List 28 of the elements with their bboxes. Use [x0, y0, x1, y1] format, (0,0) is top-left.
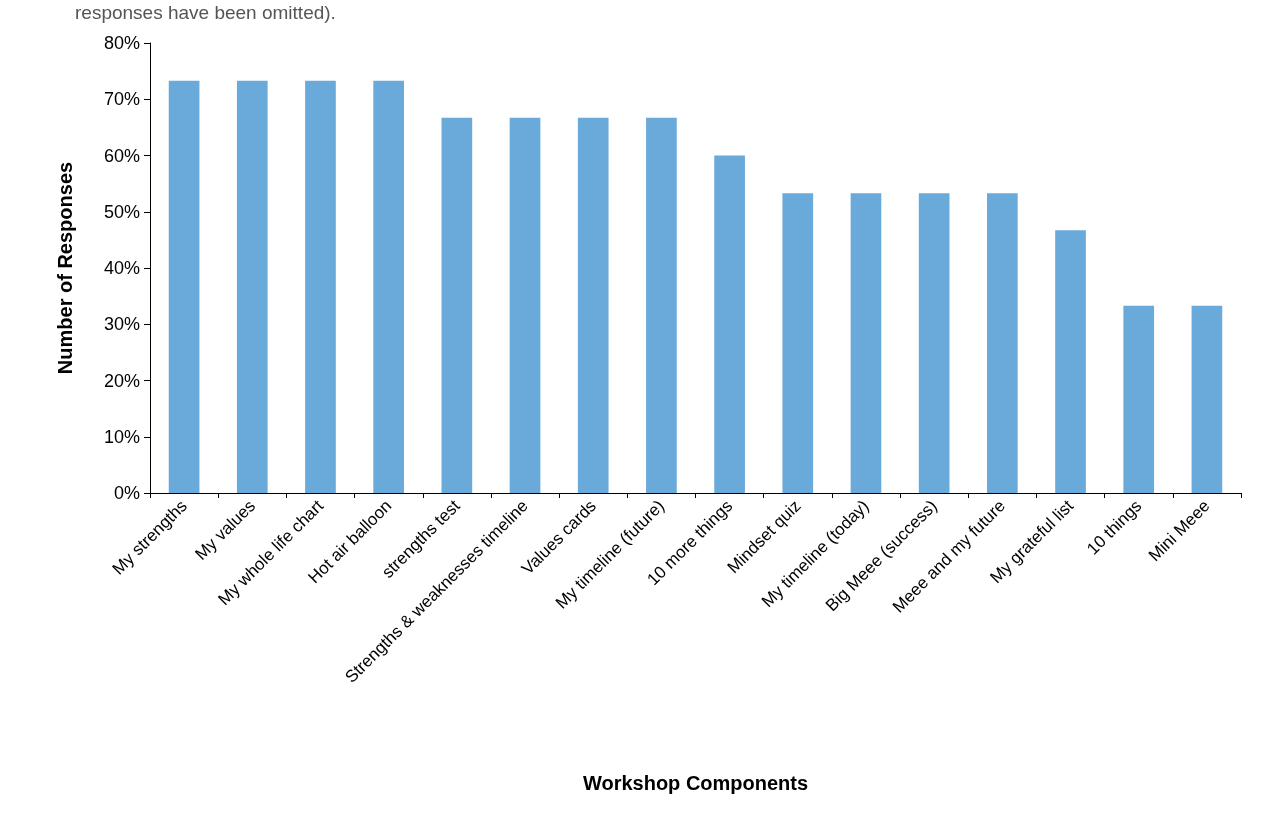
y-tick-label: 20% — [103, 370, 140, 391]
y-tick-label: 60% — [103, 145, 140, 166]
y-tick-label: 40% — [103, 258, 140, 278]
bar — [1191, 305, 1223, 493]
bar — [987, 193, 1018, 493]
bar — [577, 117, 609, 493]
bar — [236, 80, 268, 493]
bar — [168, 80, 200, 493]
bar — [918, 193, 950, 493]
y-tick-label: 0% — [113, 483, 140, 503]
text: responses have been omitted). — [75, 2, 336, 24]
x-axis-title: Workshop Components — [582, 772, 809, 794]
bar — [646, 117, 677, 493]
y-tick-label: 10% — [103, 426, 140, 447]
y-tick-label: 80% — [103, 33, 140, 53]
bar — [305, 80, 336, 493]
bar — [714, 155, 745, 493]
bar — [509, 117, 541, 493]
bar — [373, 80, 404, 493]
bar — [1123, 305, 1155, 493]
bar — [1055, 230, 1086, 493]
bar — [850, 193, 882, 493]
y-tick-label: 30% — [103, 314, 140, 335]
y-tick-label: 70% — [103, 89, 140, 110]
bar — [441, 117, 473, 493]
y-axis-title: Number of Responses — [54, 161, 76, 375]
y-tick-label: 50% — [103, 201, 140, 222]
bar — [782, 193, 814, 493]
